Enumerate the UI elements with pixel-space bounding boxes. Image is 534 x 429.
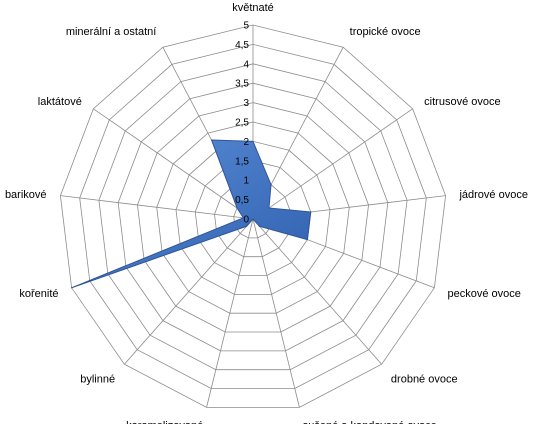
grid-ring xyxy=(194,160,312,276)
tick-label: 3,5 xyxy=(235,79,249,90)
data-point-7 xyxy=(252,218,254,220)
radial-tick-labels: 0 0,5 1 1,5 2 2,5 3 3,5 4 4,5 5 xyxy=(235,21,249,226)
category-label: drobné ovoce xyxy=(391,374,458,386)
tick-label: 0 xyxy=(243,215,249,226)
data-point-10 xyxy=(242,217,244,219)
category-label: laktátové xyxy=(38,96,82,108)
data-point-3 xyxy=(310,211,312,213)
series-layer xyxy=(71,139,312,289)
data-point-5 xyxy=(258,225,261,227)
data-point-1 xyxy=(270,184,272,186)
tick-label: 4,5 xyxy=(235,40,249,51)
axis-spoke xyxy=(252,218,300,408)
grid-ring xyxy=(137,102,369,333)
axis-spoke xyxy=(252,218,382,365)
tick-label: 4 xyxy=(243,59,249,70)
data-point-0 xyxy=(252,140,254,142)
tick-label: 2,5 xyxy=(235,118,249,129)
tick-label: 1 xyxy=(243,176,249,187)
data-point-2 xyxy=(268,207,270,209)
tick-label: 5 xyxy=(243,21,249,32)
data-point-4 xyxy=(306,239,309,241)
category-label: barikové xyxy=(5,189,47,201)
grid-ring xyxy=(214,179,292,258)
category-label: květnaté xyxy=(232,2,274,14)
category-label: jádrové ovoce xyxy=(458,189,527,201)
data-point-11 xyxy=(236,207,238,209)
tick-label: 1,5 xyxy=(235,156,249,167)
category-label: bylinné xyxy=(80,374,115,386)
tick-label: 3 xyxy=(243,98,249,109)
grid-ring xyxy=(175,140,331,295)
tick-label: 2 xyxy=(243,137,249,148)
grid-ring xyxy=(79,43,427,389)
data-point-9 xyxy=(71,287,73,289)
category-label: citrusové ovoce xyxy=(424,96,500,108)
grid-ring xyxy=(98,63,408,371)
axis-spoke xyxy=(93,108,254,220)
axis-spoke xyxy=(206,218,254,408)
category-label: minerální a ostatní xyxy=(66,26,157,38)
data-point-12 xyxy=(210,139,213,141)
axis-spoke xyxy=(252,108,413,220)
grid-ring xyxy=(156,121,350,314)
series-area xyxy=(71,139,312,289)
tick-label: 0,5 xyxy=(235,195,249,206)
data-point-8 xyxy=(245,225,248,227)
category-label: kořenité xyxy=(19,288,58,300)
category-label: karamelizované xyxy=(126,420,203,424)
axis-spoke xyxy=(124,218,254,365)
grid-ring xyxy=(60,24,446,408)
grid-ring xyxy=(117,82,389,352)
category-label: sušené a kandované ovoce xyxy=(303,420,437,424)
category-label: peckové ovoce xyxy=(447,288,520,300)
category-label: tropické ovoce xyxy=(350,26,421,38)
axis-spoke xyxy=(60,195,254,220)
